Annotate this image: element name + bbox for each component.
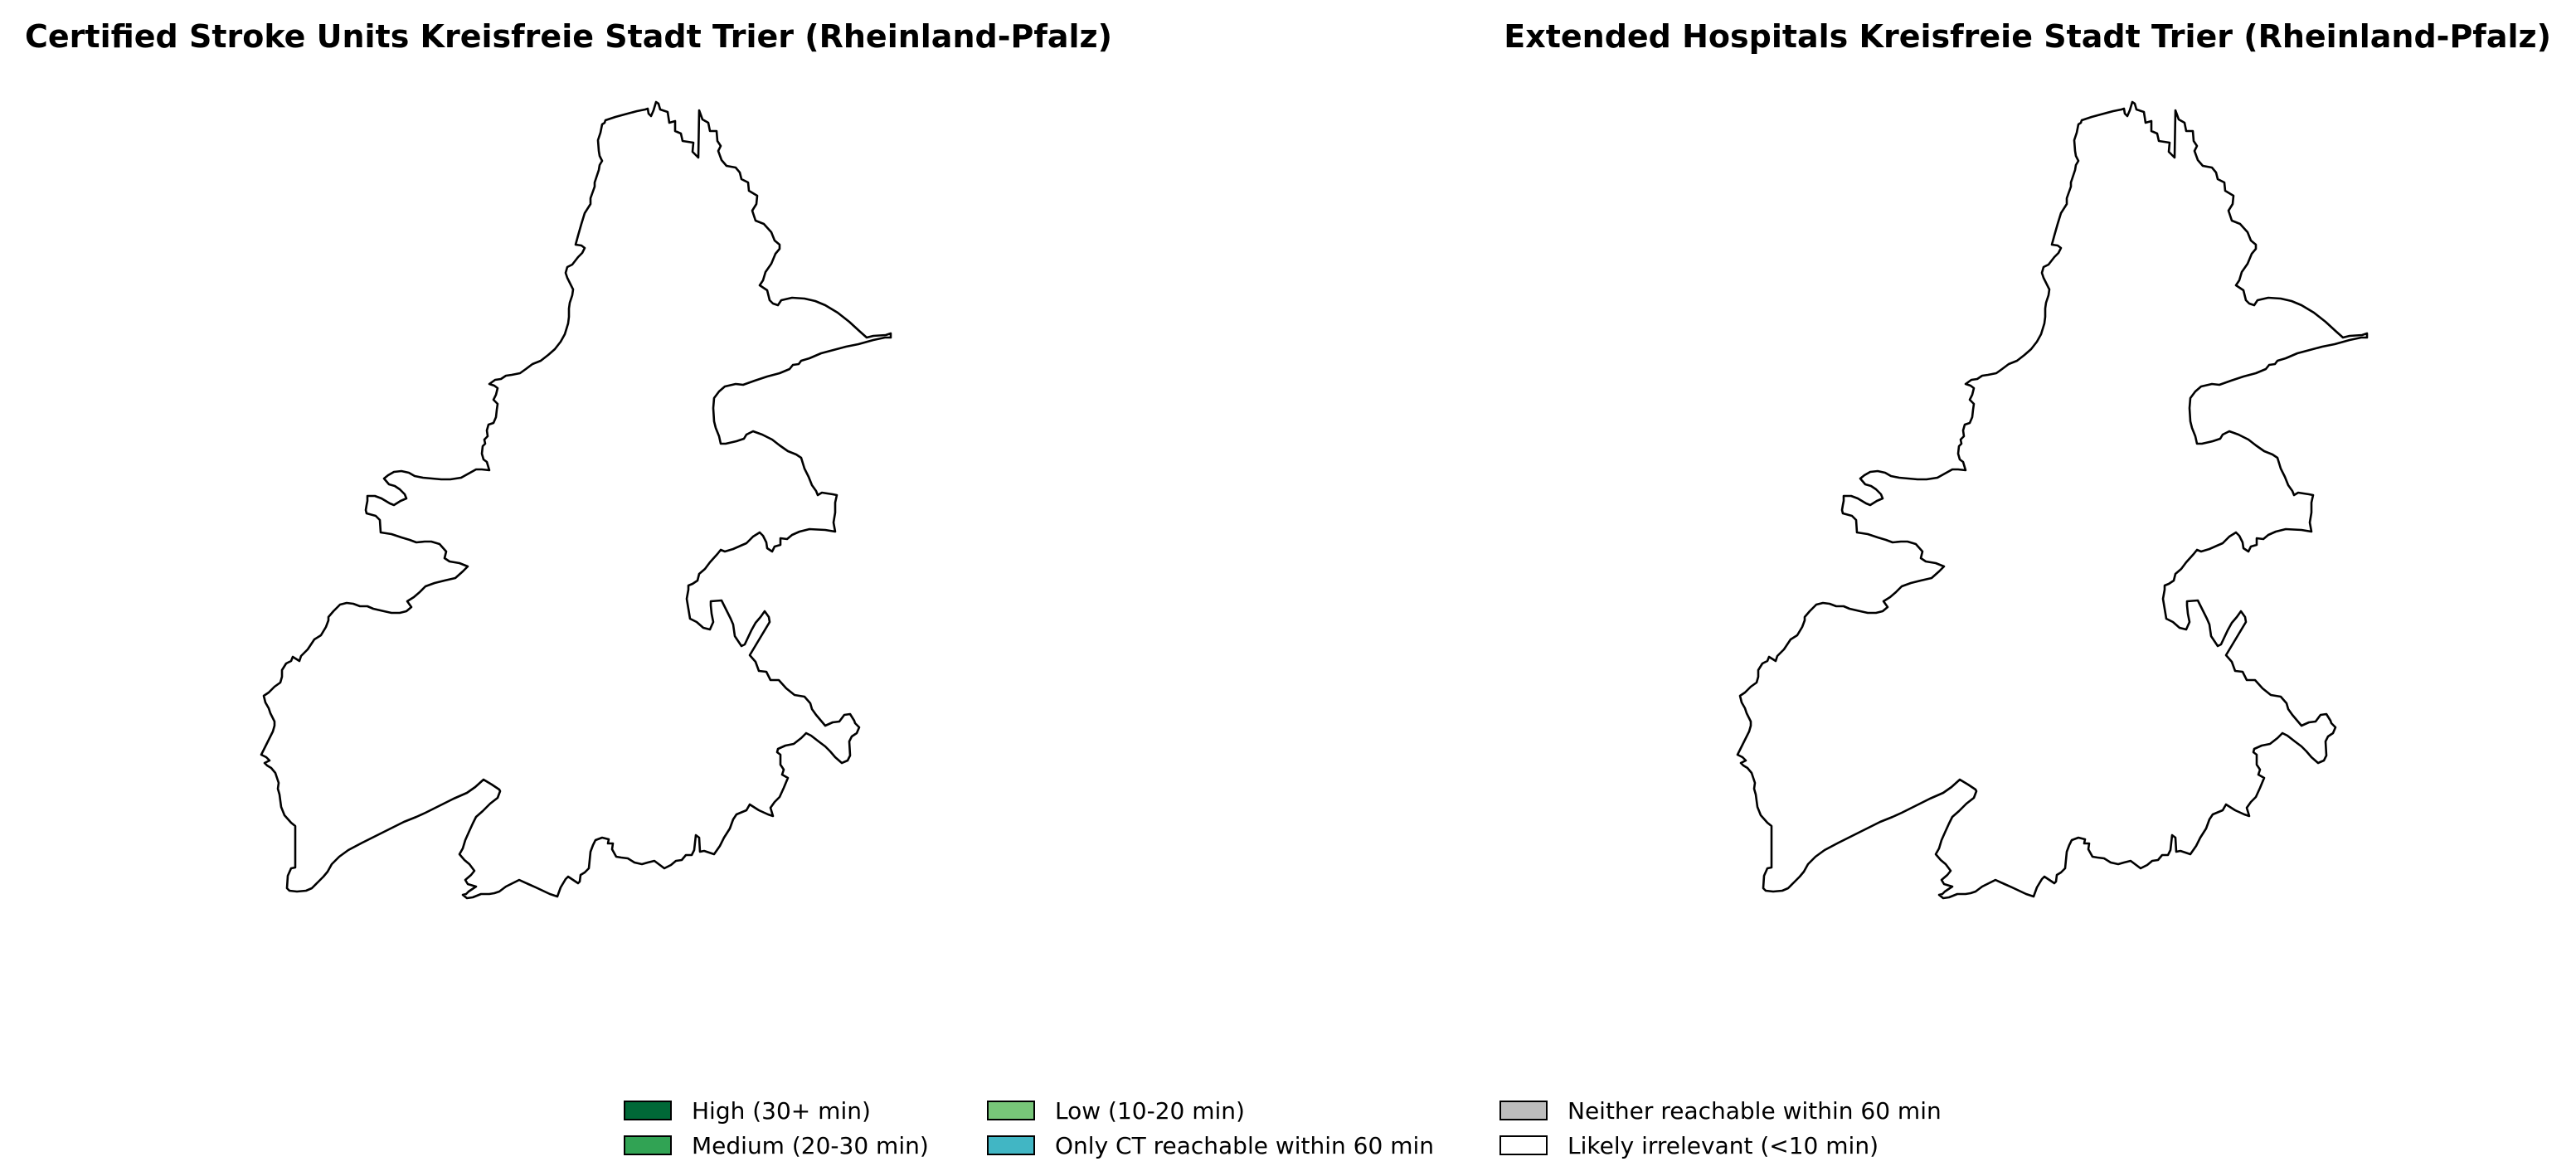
map-title-certified-stroke-units: Certified Stroke Units Kreisfreie Stadt … xyxy=(25,18,1112,55)
legend-swatch-only-ct xyxy=(987,1135,1035,1155)
map-panel-extended-hospitals xyxy=(1692,100,2488,962)
legend-label-irrelevant: Likely irrelevant (<10 min) xyxy=(1567,1131,1879,1159)
trier-map-extended-hospitals xyxy=(1736,100,2369,900)
legend: High (30+ min) Medium (20-30 min) Low (1… xyxy=(624,1093,2034,1173)
legend-item-neither: Neither reachable within 60 min xyxy=(1499,1093,1942,1128)
legend-swatch-neither xyxy=(1499,1101,1548,1120)
legend-item-only-ct: Only CT reachable within 60 min xyxy=(987,1128,1434,1163)
legend-swatch-high xyxy=(624,1101,672,1120)
legend-item-high: High (30+ min) xyxy=(624,1093,871,1128)
region-trier-extended-hospitals xyxy=(1736,100,2369,900)
legend-swatch-irrelevant xyxy=(1499,1135,1548,1155)
map-title-extended-hospitals: Extended Hospitals Kreisfreie Stadt Trie… xyxy=(1504,18,2551,55)
legend-swatch-medium xyxy=(624,1135,672,1155)
map-panel-certified-stroke-units xyxy=(216,100,1012,962)
legend-label-only-ct: Only CT reachable within 60 min xyxy=(1055,1131,1435,1159)
legend-swatch-low xyxy=(987,1101,1035,1120)
legend-label-medium: Medium (20-30 min) xyxy=(692,1131,929,1159)
region-trier-certified-stroke-units xyxy=(260,100,892,900)
legend-item-irrelevant: Likely irrelevant (<10 min) xyxy=(1499,1128,1879,1163)
legend-item-medium: Medium (20-30 min) xyxy=(624,1128,929,1163)
legend-label-high: High (30+ min) xyxy=(692,1096,871,1125)
legend-label-neither: Neither reachable within 60 min xyxy=(1567,1096,1942,1125)
trier-map-certified-stroke-units xyxy=(260,100,892,900)
legend-item-low: Low (10-20 min) xyxy=(987,1093,1245,1128)
legend-label-low: Low (10-20 min) xyxy=(1055,1096,1245,1125)
